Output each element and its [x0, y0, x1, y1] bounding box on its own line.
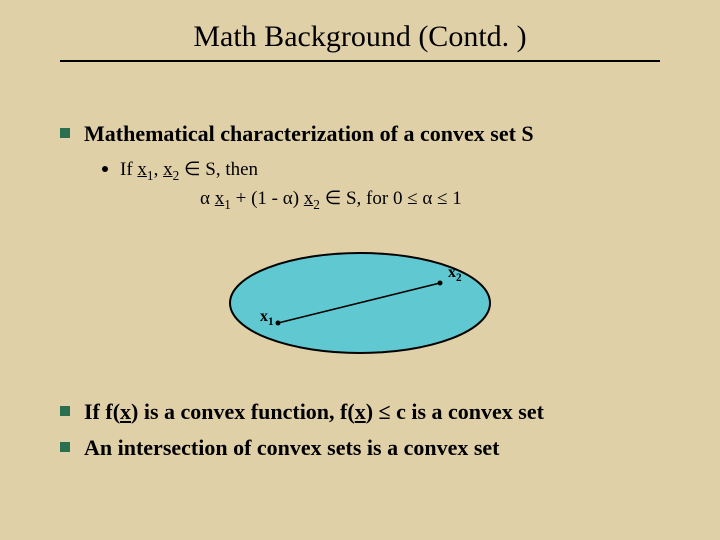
- bullet-3: An intersection of convex sets is a conv…: [60, 434, 660, 463]
- square-bullet-icon: [60, 406, 70, 416]
- title-area: Math Background (Contd. ): [40, 20, 680, 62]
- dot-bullet-icon: [102, 166, 108, 172]
- sub1-in: ∈ S, then: [179, 159, 258, 180]
- square-bullet-icon: [60, 442, 70, 452]
- later-bullets: If f(x) is a convex function, f(x) ≤ c i…: [60, 398, 660, 463]
- b2-x1: x: [120, 399, 131, 424]
- sub1-prefix: If: [120, 159, 137, 180]
- b2-x2: x: [355, 399, 366, 424]
- formula-x1-sub: 1: [224, 197, 231, 212]
- sub1-x1-base: x: [137, 159, 147, 180]
- b2-mid2: ) ≤ c is a convex set: [366, 399, 544, 424]
- b2-mid1: ) is a convex function, f(: [131, 399, 355, 424]
- formula-alpha1: α: [200, 188, 215, 209]
- sub1-x2-base: x: [163, 159, 173, 180]
- formula-x2-base: x: [304, 188, 314, 209]
- formula-plus: + (1 - α): [231, 188, 304, 209]
- title-underline: [60, 60, 660, 62]
- sub-bullet-1: If x1, x2 ∈ S, then: [102, 157, 660, 185]
- diagram-wrap: x1x2: [60, 243, 660, 368]
- formula-tail: ∈ S, for 0 ≤ α ≤ 1: [320, 188, 462, 209]
- slide: Math Background (Contd. ) Mathematical c…: [0, 0, 720, 540]
- sub-bullet-1-text: If x1, x2 ∈ S, then: [120, 157, 258, 185]
- bullet-1-text: Mathematical characterization of a conve…: [84, 120, 534, 149]
- formula-x1-base: x: [215, 188, 225, 209]
- square-bullet-icon: [60, 128, 70, 138]
- bullet-2: If f(x) is a convex function, f(x) ≤ c i…: [60, 398, 660, 427]
- sub1-comma: ,: [154, 159, 164, 180]
- sub1-x1-sub: 1: [147, 167, 154, 182]
- bullet-2-text: If f(x) is a convex function, f(x) ≤ c i…: [84, 398, 544, 427]
- bullet-1: Mathematical characterization of a conve…: [60, 120, 660, 149]
- slide-title: Math Background (Contd. ): [193, 20, 526, 54]
- formula-x2-sub: 2: [313, 197, 320, 212]
- b2-pre: If f(: [84, 399, 120, 424]
- bullet-3-text: An intersection of convex sets is a conv…: [84, 434, 500, 463]
- content-area: Mathematical characterization of a conve…: [40, 70, 680, 463]
- formula-line: α x1 + (1 - α) x2 ∈ S, for 0 ≤ α ≤ 1: [200, 187, 660, 213]
- convex-set-diagram: x1x2: [220, 243, 500, 363]
